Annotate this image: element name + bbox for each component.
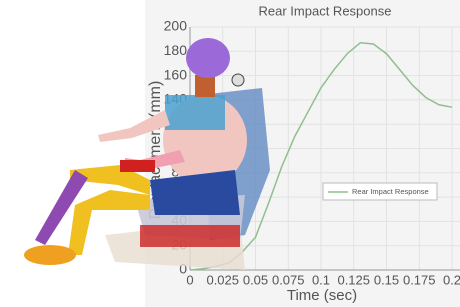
page: {"chart_data": {"type": "line", "title":… [0,0,460,307]
chart: 02040608010012014016018020000.0250.050.0… [0,0,460,307]
hand [120,160,155,172]
foot [24,245,76,265]
x-tick-label: 0.025 [206,272,239,287]
headrest-sensor [232,74,244,86]
x-tick-label: 0.175 [403,272,436,287]
neck [195,75,215,97]
legend-label: Rear Impact Response [352,187,429,196]
x-tick-label: 0.1 [312,272,330,287]
seat-rails [140,225,240,247]
x-tick-label: 0.15 [374,272,399,287]
shoulders [165,95,225,130]
x-tick-label: 0.2 [443,272,460,287]
y-tick-label: 180 [164,42,188,58]
x-tick-label: 0.05 [243,272,268,287]
head [186,38,230,78]
x-tick-label: 0 [186,272,193,287]
y-tick-label: 160 [164,66,188,82]
chart-title: Rear Impact Response [259,3,392,18]
x-tick-label: 0.075 [272,272,305,287]
y-tick-label: 200 [164,18,188,34]
x-tick-label: 0.125 [337,272,370,287]
x-axis-label: Time (sec) [287,287,357,304]
